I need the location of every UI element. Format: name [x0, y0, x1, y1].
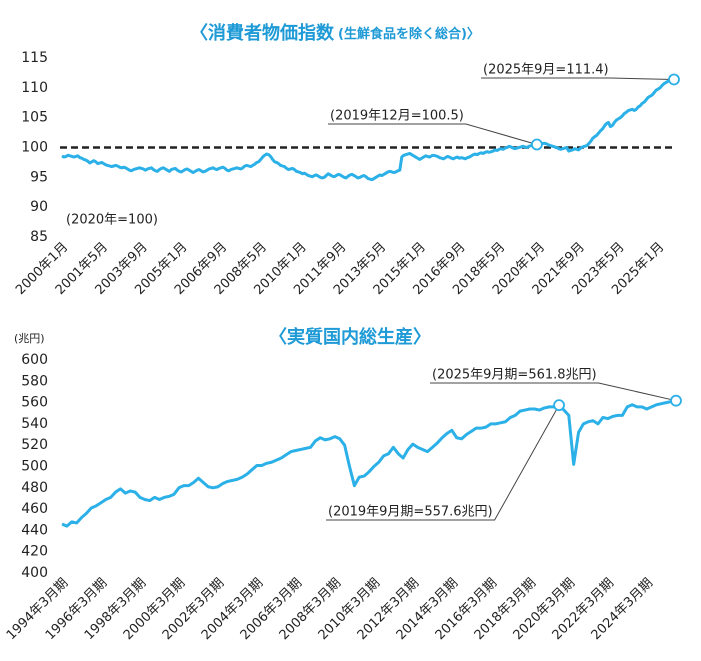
y-tick-label: 400: [21, 565, 48, 581]
annotation-leader: [430, 382, 677, 402]
y-tick-label: 105: [21, 110, 48, 126]
y-tick-label: 560: [21, 395, 48, 411]
y-axis-unit: (兆円): [14, 332, 45, 345]
chart-title-main: 〈消費者物価指数: [190, 22, 335, 44]
y-tick-label: 440: [21, 522, 48, 538]
y-tick-label: 420: [21, 544, 48, 560]
y-tick-label: 100: [21, 140, 48, 156]
chart-title: 〈消費者物価指数 (生鮮食品を除く総合)〉: [190, 22, 480, 44]
annotation-marker: [530, 138, 543, 151]
y-tick-label: 540: [21, 416, 48, 432]
y-tick-label: 480: [21, 480, 48, 496]
annotation-label: (2025年9月=111.4): [483, 63, 609, 78]
y-tick-label: 110: [21, 80, 48, 96]
annotation-marker: [553, 399, 565, 412]
y-tick-label: 460: [21, 501, 48, 517]
annotation-leader: [481, 77, 675, 80]
annotation-label: (2025年9月期=561.8兆円): [432, 368, 597, 383]
annotation-label: (2019年9月期=557.6兆円): [328, 505, 493, 520]
y-tick-label: 500: [21, 459, 48, 475]
annotation-marker: [668, 73, 680, 86]
annotation-leader: [328, 123, 538, 145]
annotation-marker: [670, 394, 682, 407]
data-line: [61, 78, 675, 182]
y-tick-label: 600: [21, 352, 48, 368]
base-note: (2020年=100): [66, 213, 158, 228]
y-tick-label: 90: [30, 199, 48, 215]
y-tick-label: 95: [30, 169, 48, 185]
y-tick-label: 85: [30, 229, 48, 245]
annotation-leader: [326, 404, 560, 521]
chart-title: 〈実質国内総生産〉: [269, 326, 431, 348]
data-line: [61, 399, 677, 528]
y-tick-label: 580: [21, 373, 48, 389]
y-tick-label: 115: [21, 50, 48, 66]
annotation-label: (2019年12月=100.5): [330, 109, 464, 124]
y-tick-label: 520: [21, 437, 48, 453]
chart-subtitle: (生鮮食品を除く総合)〉: [338, 26, 480, 42]
